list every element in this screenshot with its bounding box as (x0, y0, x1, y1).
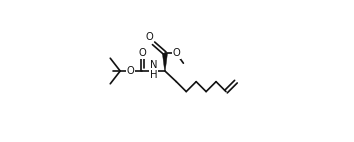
Text: O: O (127, 66, 135, 76)
Polygon shape (162, 53, 167, 71)
Text: N: N (150, 60, 157, 70)
Text: O: O (145, 32, 153, 42)
Text: O: O (172, 48, 180, 58)
Text: H: H (150, 70, 157, 80)
Text: O: O (138, 48, 146, 58)
